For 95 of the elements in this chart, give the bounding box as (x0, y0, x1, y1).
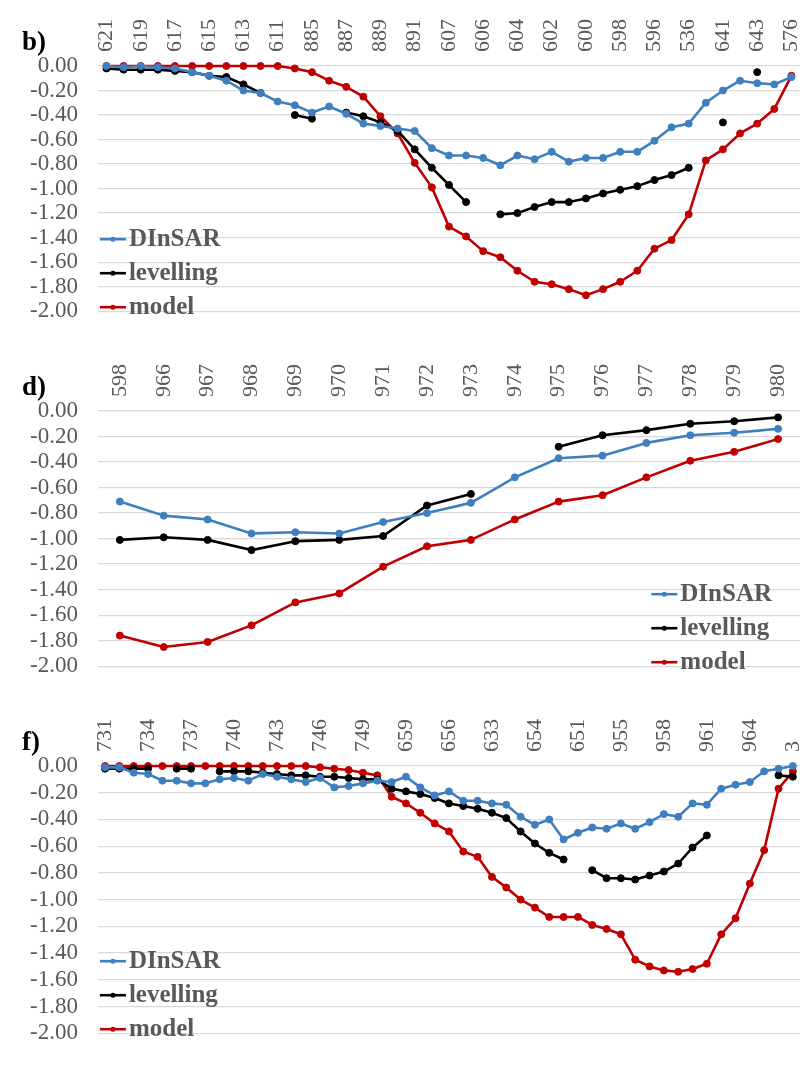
x-tick-label: 607 (434, 19, 460, 52)
y-tick-label: -0.20 (29, 76, 78, 102)
y-tick-label: -1.00 (29, 524, 78, 550)
legend-label: levelling (128, 979, 219, 1007)
y-tick-label: -1.40 (29, 575, 78, 601)
x-tick-label: 651 (563, 719, 589, 752)
x-tick-label: 641 (708, 19, 734, 52)
y-tick-label: -0.20 (29, 778, 78, 804)
x-tick-label: 598 (605, 19, 631, 52)
y-tick-label: -1.60 (29, 248, 78, 274)
x-tick-label: 885 (297, 19, 323, 52)
y-tick-label: -1.80 (29, 626, 78, 652)
y-tick-label: -1.80 (29, 272, 78, 298)
x-tick-label: 958 (649, 719, 675, 752)
x-tick-label: 967 (193, 364, 219, 397)
x-tick-label: 969 (281, 364, 307, 397)
x-tick-label: 604 (503, 19, 529, 52)
x-tick-label: 576 (777, 19, 803, 52)
x-tick-label: 656 (434, 719, 460, 752)
y-tick-label: -0.80 (29, 499, 78, 525)
y-tick-label: -1.20 (29, 199, 78, 225)
y-tick-label: -0.40 (29, 101, 78, 127)
x-tick-label: 740 (219, 719, 245, 752)
x-tick-label: 617 (160, 19, 186, 52)
legend-label: model (680, 646, 746, 674)
legend-label: levelling (128, 257, 219, 285)
x-tick-label: 619 (126, 19, 152, 52)
x-tick-label: 659 (391, 719, 417, 752)
x-tick-label: 731 (90, 719, 116, 752)
x-tick-label: 976 (588, 364, 614, 397)
legend-label: levelling (680, 612, 770, 640)
x-tick-label: 743 (262, 719, 288, 752)
x-tick-label: 734 (133, 719, 159, 752)
x-tick-label: 964 (735, 719, 761, 752)
x-tick-label: 606 (468, 19, 494, 52)
y-tick-label: -2.00 (29, 297, 78, 323)
legend-label: DInSAR (680, 578, 773, 606)
x-tick-label: 600 (571, 19, 597, 52)
x-tick-label: 598 (105, 364, 131, 397)
y-tick-label: -1.80 (29, 992, 78, 1018)
x-tick-label: 611 (263, 19, 289, 52)
x-tick-label: 979 (719, 364, 745, 397)
legend-label: model (128, 1013, 195, 1041)
y-tick-label: -1.40 (29, 939, 78, 965)
x-tick-label: 977 (632, 364, 658, 397)
x-tick-label: 621 (92, 19, 118, 52)
y-tick-label: -1.00 (29, 885, 78, 911)
x-tick-label: 889 (366, 19, 392, 52)
x-tick-label: 973 (456, 364, 482, 397)
x-tick-label: 961 (692, 719, 718, 752)
legend-label: DInSAR (128, 945, 222, 973)
y-tick-label: -0.20 (29, 422, 78, 448)
x-tick-label: 746 (305, 719, 331, 752)
x-tick-label: 980 (763, 364, 789, 397)
x-tick-label: 970 (325, 364, 351, 397)
y-tick-label: -0.60 (29, 832, 78, 858)
x-tick-label: 3 (778, 741, 804, 752)
x-tick-label: 971 (368, 364, 394, 397)
x-tick-label: 602 (537, 19, 563, 52)
x-tick-label: 972 (412, 364, 438, 397)
y-tick-label: -1.60 (29, 601, 78, 627)
x-tick-label: 891 (400, 19, 426, 52)
x-tick-label: 643 (742, 19, 768, 52)
x-tick-label: 966 (149, 364, 175, 397)
y-tick-label: -0.40 (29, 805, 78, 831)
y-tick-label: -2.00 (29, 1019, 78, 1045)
legend-label: DInSAR (128, 223, 222, 251)
chart-title: f) (22, 726, 40, 757)
y-tick-label: -0.80 (29, 858, 78, 884)
y-tick-label: -0.60 (29, 473, 78, 499)
x-tick-label: 887 (331, 19, 357, 52)
y-tick-label: -1.60 (29, 965, 78, 991)
x-tick-label: 654 (520, 719, 546, 752)
x-tick-label: 615 (195, 19, 220, 52)
y-tick-label: 0.00 (37, 752, 78, 778)
x-tick-label: 536 (674, 19, 700, 52)
y-tick-label: -1.40 (29, 223, 78, 249)
legend-label: model (128, 291, 195, 319)
x-tick-label: 968 (237, 364, 263, 397)
x-tick-label: 975 (544, 364, 570, 397)
x-tick-label: 633 (477, 719, 503, 752)
y-tick-label: -0.40 (29, 448, 78, 474)
x-tick-label: 974 (500, 364, 526, 397)
y-tick-label: -1.20 (29, 912, 78, 938)
y-tick-label: -1.00 (29, 174, 78, 200)
x-tick-label: 749 (348, 719, 374, 752)
x-tick-label: 978 (676, 364, 702, 397)
x-tick-label: 737 (176, 719, 202, 752)
y-tick-label: -0.60 (29, 125, 78, 151)
y-tick-label: -2.00 (29, 652, 78, 678)
x-tick-label: 613 (229, 19, 255, 52)
y-tick-label: -1.20 (29, 550, 78, 576)
y-tick-label: -0.80 (29, 150, 78, 176)
x-tick-label: 596 (640, 19, 666, 52)
x-tick-label: 955 (606, 719, 632, 752)
